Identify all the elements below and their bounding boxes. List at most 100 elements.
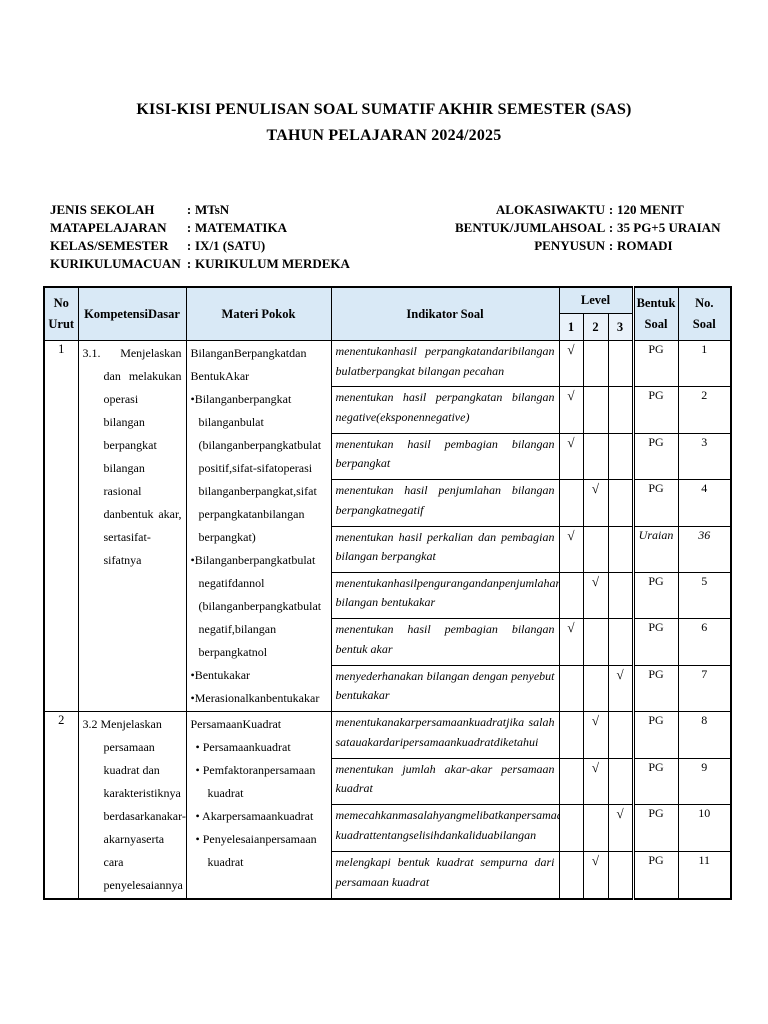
meta-colon: : (186, 202, 192, 217)
level-1-check-cell (558, 804, 584, 853)
table-row: 2 3.2 Menjelaskan persamaan kuadrat dan k… (43, 711, 732, 900)
no-urut-cell: 2 (43, 711, 79, 900)
level-3-check-cell: √ (607, 664, 634, 713)
level-3-check-cell (607, 711, 634, 759)
title-line-1: KISI-KISI PENULISAN SOAL SUMATIF AKHIR S… (136, 101, 632, 118)
header-kompetensi-dasar: KompetensiDasar (77, 286, 187, 341)
no-soal-cell: 10 (677, 804, 732, 853)
meta-right-block: ALOKASIWAKTU : 120 MENIT BENTUK/JUMLAHSO… (455, 201, 720, 255)
meta-value: KURIKULUM MERDEKA (195, 256, 350, 271)
materi-pokok-item: • Persamaankuadrat (195, 740, 291, 754)
meta-row: BENTUK/JUMLAHSOAL : 35 PG+5 URAIAN (455, 219, 720, 237)
header-text: No. (695, 296, 714, 310)
no-soal-cell: 2 (677, 386, 732, 434)
bentuk-soal-cell: PG (631, 664, 679, 713)
header-text: Soal (644, 317, 668, 331)
indicator-cell: menentukan jumlah akar-akar persamaan ku… (330, 757, 560, 806)
indicator-cell: melengkapi bentuk kuadrat sempurna dari … (330, 851, 560, 900)
level-3-check-cell (607, 386, 634, 434)
materi-pokok-item: • Penyelesaianpersamaan kuadrat (195, 832, 317, 869)
level-3-check-cell (607, 571, 634, 620)
meta-label: ALOKASIWAKTU (495, 202, 605, 217)
level-2-check-cell (582, 386, 609, 434)
materi-pokok-item: •Bilanganberpangkat bilanganbulat (bilan… (190, 392, 322, 544)
table-row: menentukanhasilpengurangandanpenjumlahan… (44, 571, 732, 620)
meta-row: KELAS/SEMESTER : IX/1 (SATU) (50, 237, 350, 255)
materi-pokok-cell: PersamaanKuadrat • Persamaankuadrat • Pemf… (185, 711, 332, 900)
header-level-1: 1 (558, 313, 584, 341)
no-soal-cell: 5 (677, 571, 732, 620)
meta-label: PENYUSUN (534, 238, 605, 253)
bentuk-soal-cell: PG (631, 479, 679, 527)
materi-pokok-title: PersamaanKuadrat (190, 717, 282, 731)
kisi-kisi-table: No Urut KompetensiDasar Materi Pokok Ind… (43, 286, 733, 900)
kompetensi-dasar-cell: 3.1. Menjelaskan dan melakukan operasi b… (77, 340, 187, 712)
indicator-cell: menentukan hasil pembagian bilangan bent… (330, 618, 560, 666)
meta-label: KELAS/SEMESTER (50, 238, 169, 253)
table-row: memecahkanmasalahyangmelibatkanpersamaan… (44, 804, 732, 853)
meta-label: BENTUK/JUMLAHSOAL (455, 220, 606, 235)
materi-pokok-item: •Merasionalkanbentukakar (190, 691, 320, 705)
indicator-cell: menentukanhasilpengurangandanpenjumlahan… (330, 571, 560, 620)
meta-row: MATAPELAJARAN : MATEMATIKA (50, 219, 350, 237)
level-1-check-cell (558, 757, 584, 806)
table-row: menentukan hasil pembagian bilangan bent… (44, 618, 732, 666)
level-3-check-cell (607, 339, 634, 388)
table-row: menentukan hasil perkalian dan pembagian… (44, 525, 732, 573)
meta-row: KURIKULUMACUAN : KURIKULUM MERDEKA (50, 255, 350, 273)
bentuk-soal-cell: PG (631, 851, 679, 900)
level-3-check-cell (607, 851, 634, 900)
level-3-check-cell: √ (607, 804, 634, 853)
meta-left-block: JENIS SEKOLAH : MTsN MATAPELAJARAN : MAT… (50, 201, 350, 273)
level-1-check-cell: √ (558, 618, 584, 666)
no-soal-cell: 36 (677, 525, 732, 573)
indicator-cell: menentukan hasil pembagian bilangan berp… (330, 432, 560, 481)
header-level: Level (558, 286, 634, 314)
no-soal-cell: 3 (677, 432, 732, 481)
level-2-check-cell: √ (582, 479, 609, 527)
meta-value: MATEMATIKA (195, 220, 287, 235)
materi-pokok-title: BilanganBerpangkatdan BentukAkar (190, 346, 307, 383)
meta-row: PENYUSUN : ROMADI (455, 237, 720, 255)
no-soal-cell: 4 (677, 479, 732, 527)
materi-pokok-item: •Bentukakar (190, 668, 251, 682)
level-3-check-cell (607, 525, 634, 573)
table-row: menentukan hasil pembagian bilangan berp… (44, 432, 732, 481)
meta-row: ALOKASIWAKTU : 120 MENIT (455, 201, 720, 219)
kompetensi-dasar-text: 3.1. Menjelaskan dan melakukan operasi b… (82, 346, 182, 567)
header-text: No (53, 296, 69, 310)
no-soal-cell: 1 (677, 339, 732, 388)
level-1-check-cell: √ (558, 525, 584, 573)
indicator-cell: menentukan hasil perkalian dan pembagian… (330, 525, 560, 573)
table-row: menentukan jumlah akar-akar persamaan ku… (44, 757, 732, 806)
meta-colon: : (186, 220, 192, 235)
meta-value: MTsN (195, 202, 230, 217)
indicator-cell: menentukan hasil perpangkatan bilangan n… (330, 386, 560, 434)
header-bentuk-soal: Bentuk Soal (631, 286, 679, 341)
level-1-check-cell (558, 851, 584, 900)
indicator-cell: menentukanakarpersamaankuadratjika salah… (330, 711, 560, 759)
meta-label: MATAPELAJARAN (50, 220, 167, 235)
no-soal-cell: 7 (677, 664, 732, 713)
level-2-check-cell (582, 804, 609, 853)
materi-pokok-item: • Pemfaktoranpersamaan kuadrat (195, 763, 316, 800)
level-2-check-cell (582, 432, 609, 481)
table-row: 1 3.1. Menjelaskan dan melakukan operasi … (43, 339, 732, 712)
meta-label: KURIKULUMACUAN (50, 256, 181, 271)
kompetensi-dasar-cell: 3.2 Menjelaskan persamaan kuadrat dan ka… (77, 711, 187, 900)
document-title: KISI-KISI PENULISAN SOAL SUMATIF AKHIR S… (0, 97, 768, 149)
indicator-cell: menentukanhasil perpangkatandaribilangan… (330, 339, 560, 388)
meta-value: IX/1 (SATU) (195, 238, 266, 253)
bentuk-soal-cell: PG (631, 432, 679, 481)
level-3-check-cell (607, 432, 634, 481)
meta-label: JENIS SEKOLAH (50, 202, 155, 217)
meta-row: JENIS SEKOLAH : MTsN (50, 201, 350, 219)
title-line-2: TAHUN PELAJARAN 2024/2025 (266, 127, 502, 144)
level-1-check-cell (558, 664, 584, 713)
header-text: Soal (692, 317, 716, 331)
level-2-check-cell: √ (582, 571, 609, 620)
level-2-check-cell (582, 664, 609, 713)
materi-pokok-cell: BilanganBerpangkatdan BentukAkar •Bilanga… (185, 340, 332, 712)
level-2-check-cell (582, 339, 609, 388)
